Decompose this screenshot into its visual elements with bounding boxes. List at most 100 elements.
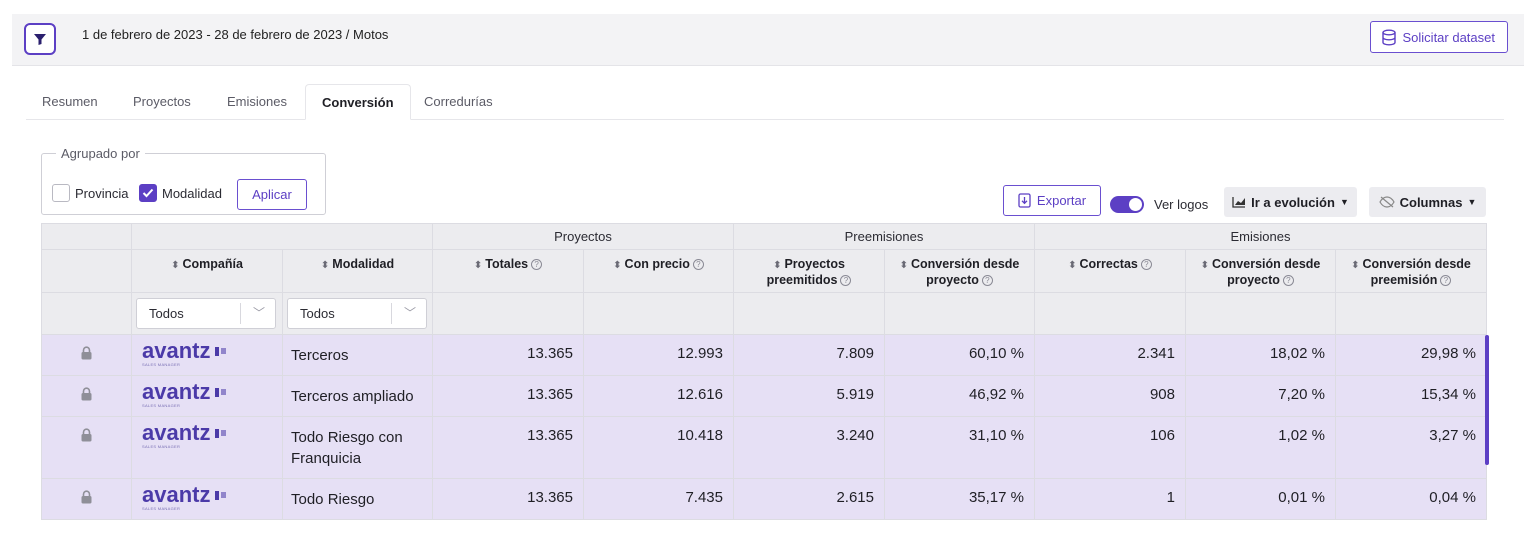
table-scrollbar[interactable]	[1485, 335, 1489, 465]
export-label: Exportar	[1036, 193, 1087, 208]
chevron-down-icon: ▼	[1467, 197, 1477, 207]
select-divider	[240, 303, 241, 324]
correctas-cell: 2.341	[1035, 335, 1186, 376]
modality-cell: Todo Riesgo	[283, 479, 433, 520]
evolution-label: Ir a evolución	[1251, 194, 1335, 210]
correctas-cell: 1	[1035, 479, 1186, 520]
lock-icon[interactable]	[80, 346, 93, 360]
empty-header	[41, 223, 132, 250]
company-logo: avantz	[142, 420, 282, 445]
preemitidos-cell: 2.615	[734, 479, 885, 520]
column-header-correctas[interactable]: ⬍ Correctas?	[1035, 250, 1186, 293]
conversion-emision-proyecto-cell: 7,20 %	[1186, 376, 1336, 417]
help-icon[interactable]: ?	[531, 259, 543, 270]
chart-icon	[1232, 197, 1246, 208]
company-logo-cell: avantz SALES MANAGER	[132, 417, 283, 479]
totales-cell: 13.365	[433, 335, 584, 376]
table-row[interactable]: avantz SALES MANAGER Todo Riesgo con Fran…	[41, 417, 1487, 479]
help-icon[interactable]: ?	[692, 259, 704, 270]
company-logo-cell: avantz SALES MANAGER	[132, 376, 283, 417]
logos-toggle[interactable]	[1110, 196, 1144, 213]
logos-toggle-label: Ver logos	[1154, 197, 1209, 212]
filter-cell	[1336, 293, 1487, 335]
tab-bar: Resumen Proyectos Emisiones Conversión C…	[26, 84, 1504, 120]
help-icon[interactable]: ?	[1440, 275, 1452, 286]
select-value: Todos	[300, 306, 335, 321]
tab-label: Proyectos	[133, 94, 191, 109]
tab-corredurias[interactable]: Corredurías	[408, 84, 509, 120]
database-icon	[1381, 29, 1396, 46]
modalidad-checkbox[interactable]	[139, 184, 157, 202]
modality-filter-select[interactable]: Todos ﹀	[287, 298, 427, 329]
grouping-legend: Agrupado por	[56, 146, 145, 161]
column-header-proyectos-preemitidos[interactable]: ⬍ Proyectos preemitidos?	[734, 250, 885, 293]
sort-icon: ⬍	[473, 260, 483, 271]
column-header-conversion-preemision[interactable]: ⬍ Conversión desde proyecto?	[885, 250, 1035, 293]
correctas-cell: 106	[1035, 417, 1186, 479]
help-icon[interactable]: ?	[840, 275, 852, 286]
conversion-preemision-cell: 31,10 %	[885, 417, 1035, 479]
request-dataset-button[interactable]: Solicitar dataset	[1369, 21, 1508, 53]
company-name: avantz	[142, 338, 211, 363]
evolution-button[interactable]: Ir a evolución ▼	[1224, 187, 1357, 217]
company-logo: avantz	[142, 381, 282, 403]
provincia-label: Provincia	[75, 186, 129, 201]
lock-cell	[41, 335, 132, 376]
column-header-label: Conversión desde proyecto	[911, 257, 1020, 287]
correctas-cell: 908	[1035, 376, 1186, 417]
provincia-checkbox[interactable]	[52, 184, 70, 202]
tab-conversion[interactable]: Conversión	[305, 84, 411, 120]
apply-button[interactable]: Aplicar	[237, 179, 307, 210]
group-header-preemisiones: Preemisiones	[734, 223, 1035, 250]
tab-label: Emisiones	[227, 94, 287, 109]
logo-mark-icon	[215, 387, 227, 397]
con-precio-cell: 12.993	[584, 335, 734, 376]
logo-mark-icon	[215, 428, 227, 438]
logo-subtext: SALES MANAGER	[142, 444, 181, 449]
table-row[interactable]: avantz SALES MANAGER Terceros ampliado 13.…	[41, 376, 1487, 417]
help-icon[interactable]: ?	[1140, 259, 1152, 270]
lock-icon[interactable]	[80, 387, 93, 401]
filter-cell	[885, 293, 1035, 335]
tab-emisiones[interactable]: Emisiones	[211, 84, 303, 120]
column-header-label: Proyectos preemitidos	[766, 257, 845, 287]
sort-icon: ⬍	[1351, 260, 1360, 271]
lock-cell	[41, 417, 132, 479]
sort-icon: ⬍	[1068, 260, 1077, 271]
filter-cell	[1035, 293, 1186, 335]
company-name: avantz	[142, 420, 211, 445]
tab-proyectos[interactable]: Proyectos	[117, 84, 207, 120]
tab-label: Conversión	[322, 95, 394, 110]
group-header-row: Proyectos Preemisiones Emisiones	[41, 223, 1487, 250]
company-filter-select[interactable]: Todos ﹀	[136, 298, 276, 329]
table-row[interactable]: avantz SALES MANAGER Terceros 13.365 12.993…	[41, 335, 1487, 376]
tab-resumen[interactable]: Resumen	[26, 84, 114, 120]
totales-cell: 13.365	[433, 417, 584, 479]
columns-button[interactable]: Columnas ▼	[1369, 187, 1486, 217]
column-header-conversion-emision-proyecto[interactable]: ⬍ Conversión desde proyecto?	[1186, 250, 1336, 293]
help-icon[interactable]: ?	[1282, 275, 1294, 286]
lock-icon[interactable]	[80, 428, 93, 442]
column-header-modalidad[interactable]: ⬍ Modalidad	[283, 250, 433, 293]
column-header-label: Compañía	[182, 257, 243, 271]
column-header-totales[interactable]: ⬍ Totales?	[433, 250, 584, 293]
empty-header	[132, 223, 433, 250]
column-header-con-precio[interactable]: ⬍ Con precio?	[584, 250, 734, 293]
column-header-label: Correctas	[1079, 257, 1138, 271]
sort-icon: ⬍	[320, 260, 330, 271]
filter-button[interactable]	[24, 23, 56, 55]
export-button[interactable]: Exportar	[1003, 185, 1101, 216]
conversion-emision-preemision-cell: 29,98 %	[1336, 335, 1487, 376]
column-header-compania[interactable]: ⬍ Compañía	[132, 250, 283, 293]
totales-cell: 13.365	[433, 479, 584, 520]
conversion-emision-preemision-cell: 3,27 %	[1336, 417, 1487, 479]
help-icon[interactable]: ?	[981, 275, 993, 286]
sort-icon: ⬍	[773, 260, 782, 271]
table-row[interactable]: avantz SALES MANAGER Todo Riesgo 13.365 7.4…	[41, 479, 1487, 520]
column-header-conversion-emision-preemision[interactable]: ⬍ Conversión desde preemisión?	[1336, 250, 1487, 293]
group-header-proyectos: Proyectos	[433, 223, 734, 250]
lock-icon[interactable]	[80, 490, 93, 504]
sort-icon: ⬍	[171, 260, 180, 271]
preemitidos-cell: 7.809	[734, 335, 885, 376]
company-logo: avantz	[142, 338, 282, 363]
